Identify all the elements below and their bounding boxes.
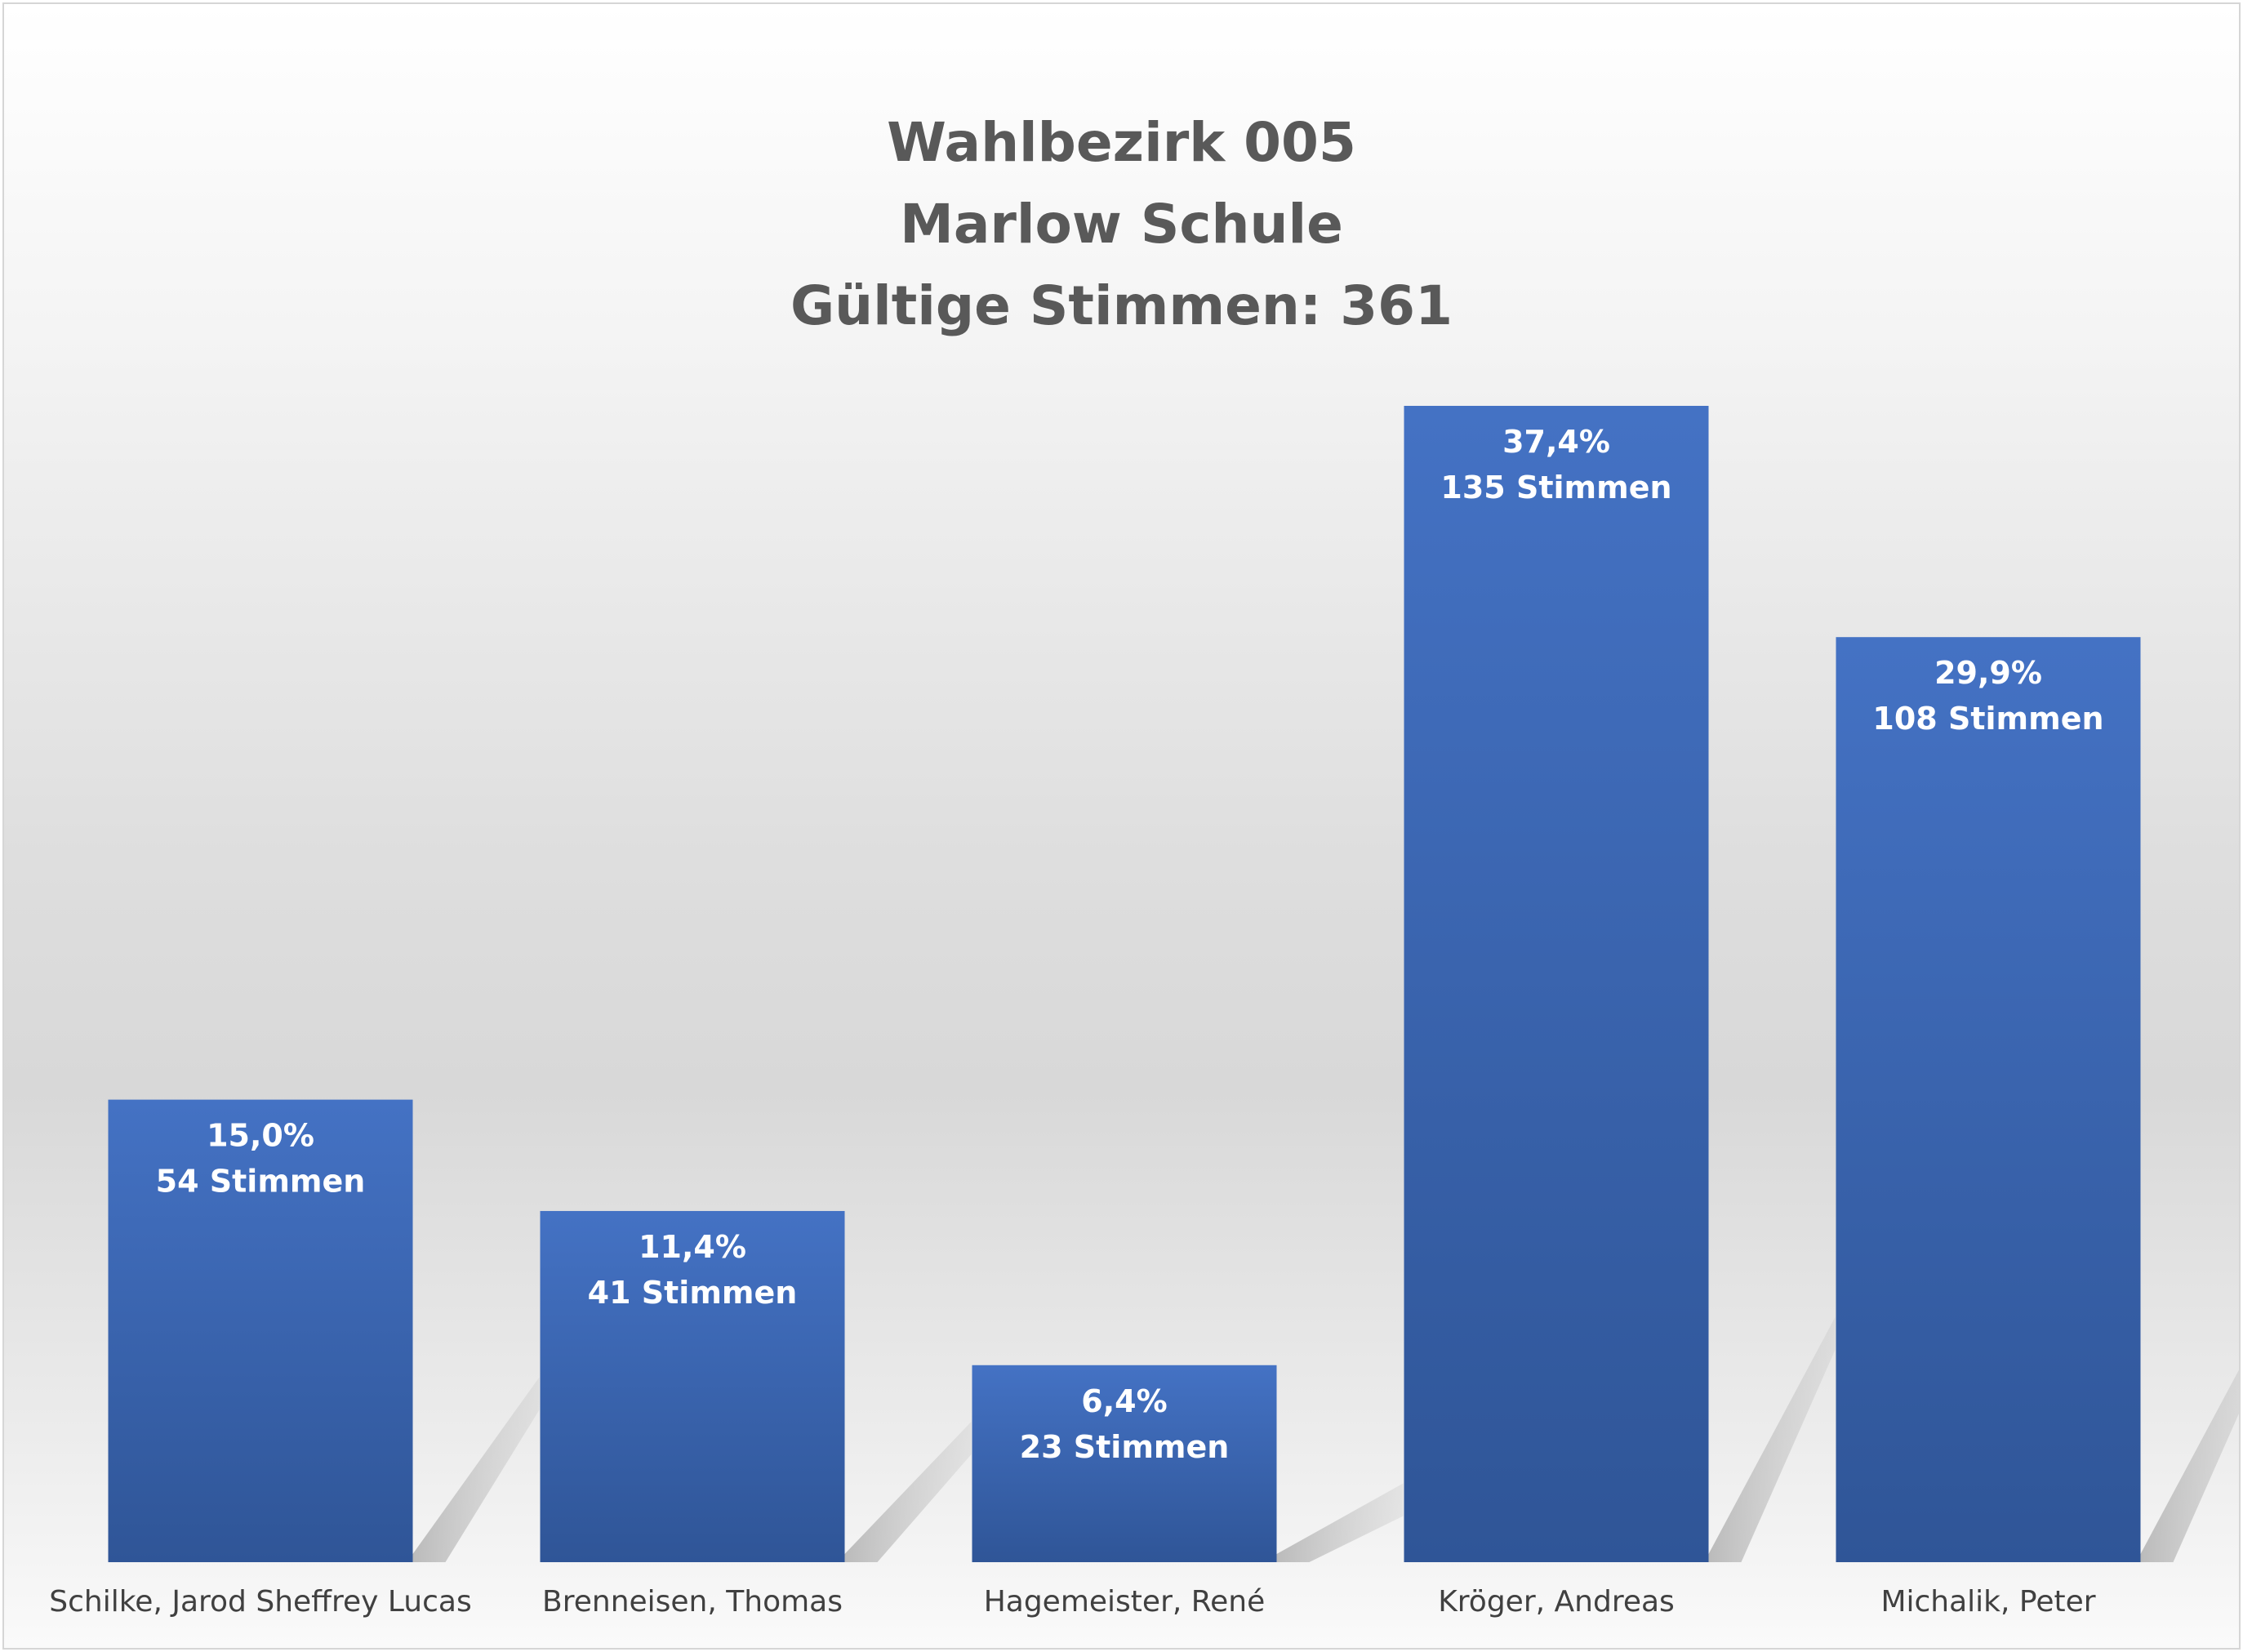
bar-shadow	[1276, 1483, 1404, 1562]
bar-shadow	[844, 1421, 972, 1562]
bar-count-label: 54 Stimmen	[156, 1164, 366, 1200]
category-label: Schilke, Jarod Sheffrey Lucas	[49, 1585, 471, 1619]
bar-count-label: 135 Stimmen	[1440, 470, 1671, 505]
category-label: Kröger, Andreas	[1438, 1585, 1675, 1619]
bar	[1836, 637, 2141, 1563]
chart-title-line-3: Gültige Stimmen: 361	[790, 274, 1453, 337]
bar-shadow	[1708, 1317, 1836, 1562]
bar-shadow	[412, 1377, 540, 1562]
category-label: Brenneisen, Thomas	[542, 1585, 843, 1619]
bar-percent-label: 37,4%	[1502, 424, 1610, 460]
bar-percent-label: 15,0%	[207, 1118, 314, 1154]
bar-shadow	[2140, 1369, 2239, 1562]
bar	[540, 1210, 845, 1562]
bar-percent-label: 29,9%	[1934, 655, 2042, 691]
bar	[972, 1365, 1277, 1562]
bar-count-label: 108 Stimmen	[1872, 701, 2103, 737]
bar-count-label: 41 Stimmen	[588, 1275, 798, 1311]
bar	[1404, 406, 1709, 1562]
category-label: Michalik, Peter	[1880, 1585, 2095, 1619]
bar	[108, 1099, 413, 1562]
category-label: Hagemeister, René	[984, 1585, 1266, 1619]
bar-percent-label: 11,4%	[639, 1229, 746, 1265]
bar-count-label: 23 Stimmen	[1020, 1429, 1230, 1465]
chart-title-line-2: Marlow Schule	[900, 193, 1343, 256]
chart-title-line-1: Wahlbezirk 005	[887, 111, 1356, 174]
bar-chart: 15,0% 54 Stimmen 11,4% 41 Stimmen 6,4% 23 Sti…	[49, 406, 2239, 1619]
bar-percent-label: 6,4%	[1081, 1383, 1167, 1419]
